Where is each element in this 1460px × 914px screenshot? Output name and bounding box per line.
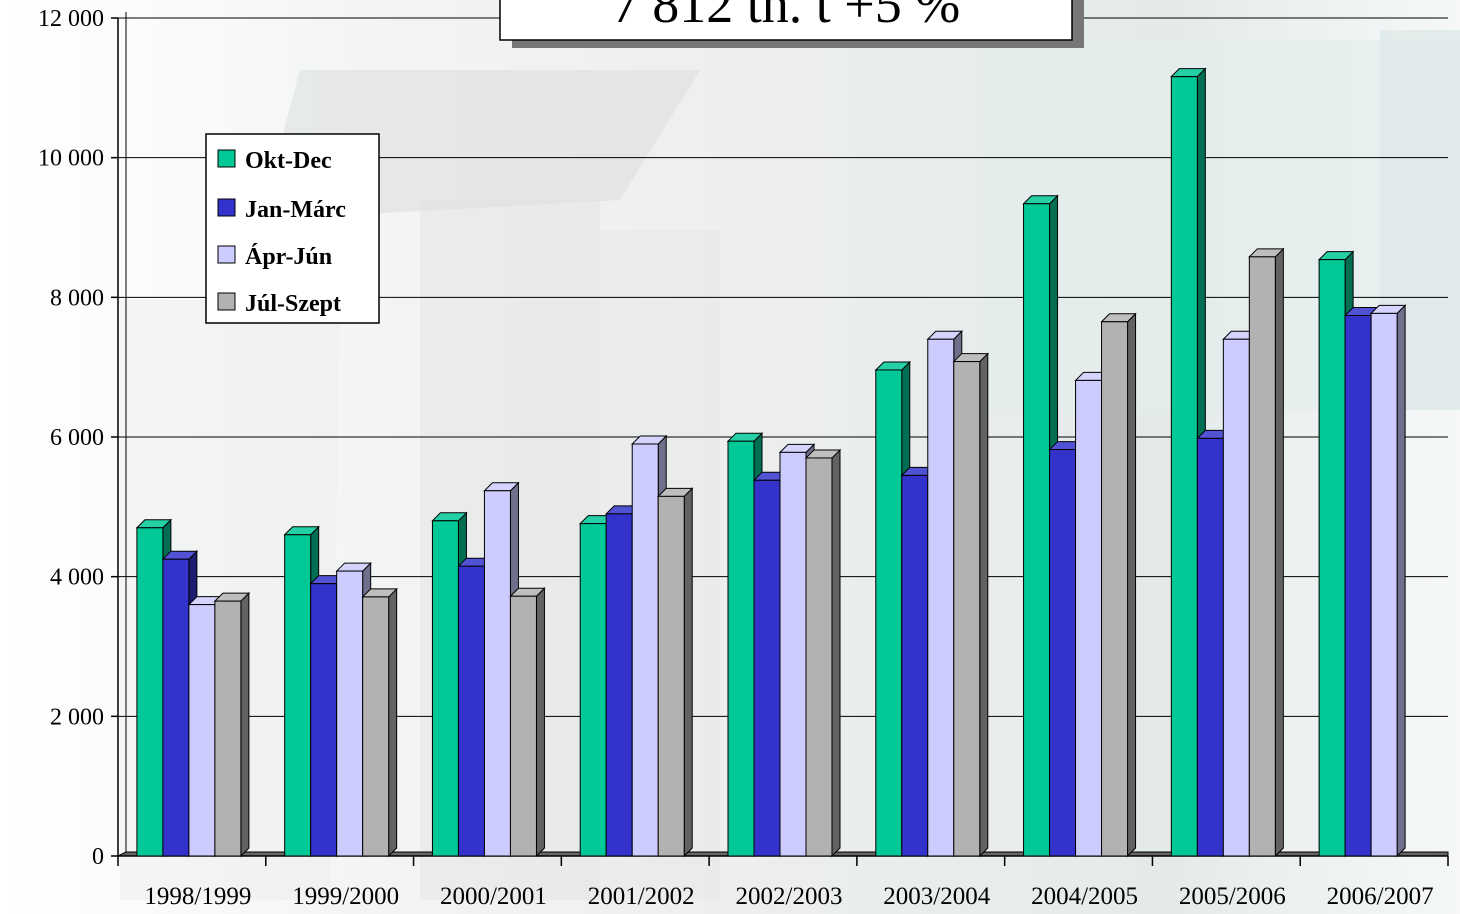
bar <box>804 448 842 858</box>
title-box: 7 812 th. t +5 % <box>499 0 1084 48</box>
axis-labels: 0 2 000 4 000 6 000 8 000 10 000 12 000 1998/19… <box>38 6 1434 910</box>
y-tick-label: 10 000 <box>38 146 104 172</box>
x-tick-label: 2001/2002 <box>588 883 695 910</box>
x-tick-label: 1998/1999 <box>144 883 251 910</box>
x-tick-label: 2006/2007 <box>1327 883 1434 910</box>
bars <box>135 67 1407 858</box>
x-tick-label: 2003/2004 <box>883 883 990 910</box>
bar <box>213 591 251 858</box>
legend-label-jan-marc: Jan-Márc <box>245 197 346 223</box>
chart-title: 7 812 th. t +5 % <box>612 0 960 34</box>
y-tick-label: 6 000 <box>50 425 104 451</box>
bar <box>1248 247 1285 858</box>
bar <box>1369 304 1407 858</box>
y-tick-label: 4 000 <box>50 565 104 591</box>
legend-label-jul-szept: Júl-Szept <box>245 291 341 317</box>
legend-swatch-apr-jun <box>217 245 236 264</box>
y-tick-label: 0 <box>92 844 104 870</box>
bar <box>509 587 546 858</box>
legend-swatch-jan-marc <box>217 198 236 217</box>
legend: Okt-Dec Jan-Márc Ápr-Jún Júl-Szept <box>205 133 380 324</box>
x-tick-label: 1999/2000 <box>292 883 399 910</box>
x-tick-label: 2005/2006 <box>1179 883 1286 910</box>
y-tick-label: 2 000 <box>50 704 104 730</box>
legend-label-apr-jun: Ápr-Jún <box>245 244 332 270</box>
x-tick-label: 2000/2001 <box>440 883 547 910</box>
y-tick-label: 12 000 <box>38 6 104 32</box>
legend-swatch-jul-szept <box>217 292 236 311</box>
legend-label-okt-dec: Okt-Dec <box>245 148 332 174</box>
x-tick-label: 2002/2003 <box>736 883 843 910</box>
y-tick-label: 8 000 <box>50 285 104 311</box>
bar <box>952 352 989 858</box>
x-tick-label: 2004/2005 <box>1031 883 1138 910</box>
legend-swatch-okt-dec <box>217 149 236 168</box>
bar <box>657 487 694 858</box>
bar <box>1100 312 1137 858</box>
bar <box>361 587 398 858</box>
